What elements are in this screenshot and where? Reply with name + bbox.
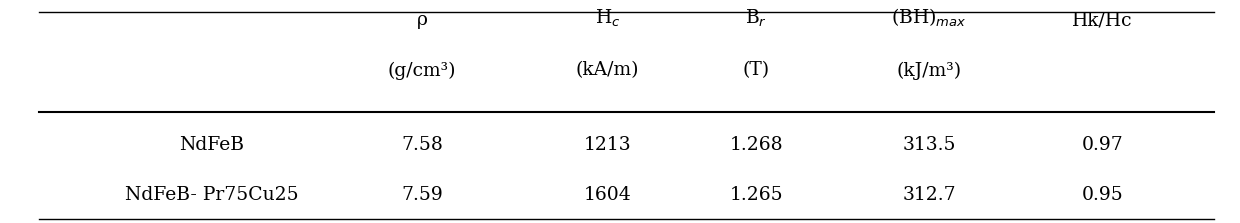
Text: 0.97: 0.97 [1081,136,1123,154]
Text: 7.59: 7.59 [402,186,443,204]
Text: 313.5: 313.5 [903,136,956,154]
Text: NdFeB- Pr75Cu25: NdFeB- Pr75Cu25 [125,186,299,204]
Text: 312.7: 312.7 [903,186,956,204]
Text: 0.95: 0.95 [1081,186,1123,204]
Text: 1.265: 1.265 [729,186,782,204]
Text: 7.58: 7.58 [401,136,443,154]
Text: Hk/Hc: Hk/Hc [1073,11,1133,29]
Text: (g/cm³): (g/cm³) [388,61,456,80]
Text: ρ: ρ [417,11,428,29]
Text: (kA/m): (kA/m) [575,62,640,80]
Text: (T): (T) [743,62,770,80]
Text: (kJ/m³): (kJ/m³) [897,61,962,80]
Text: 1213: 1213 [584,136,631,154]
Text: 1.268: 1.268 [729,136,782,154]
Text: (BH)$_{max}$: (BH)$_{max}$ [892,7,967,29]
Text: NdFeB: NdFeB [180,136,244,154]
Text: B$_r$: B$_r$ [745,8,768,29]
Text: 1604: 1604 [584,186,631,204]
Text: H$_c$: H$_c$ [595,8,620,29]
